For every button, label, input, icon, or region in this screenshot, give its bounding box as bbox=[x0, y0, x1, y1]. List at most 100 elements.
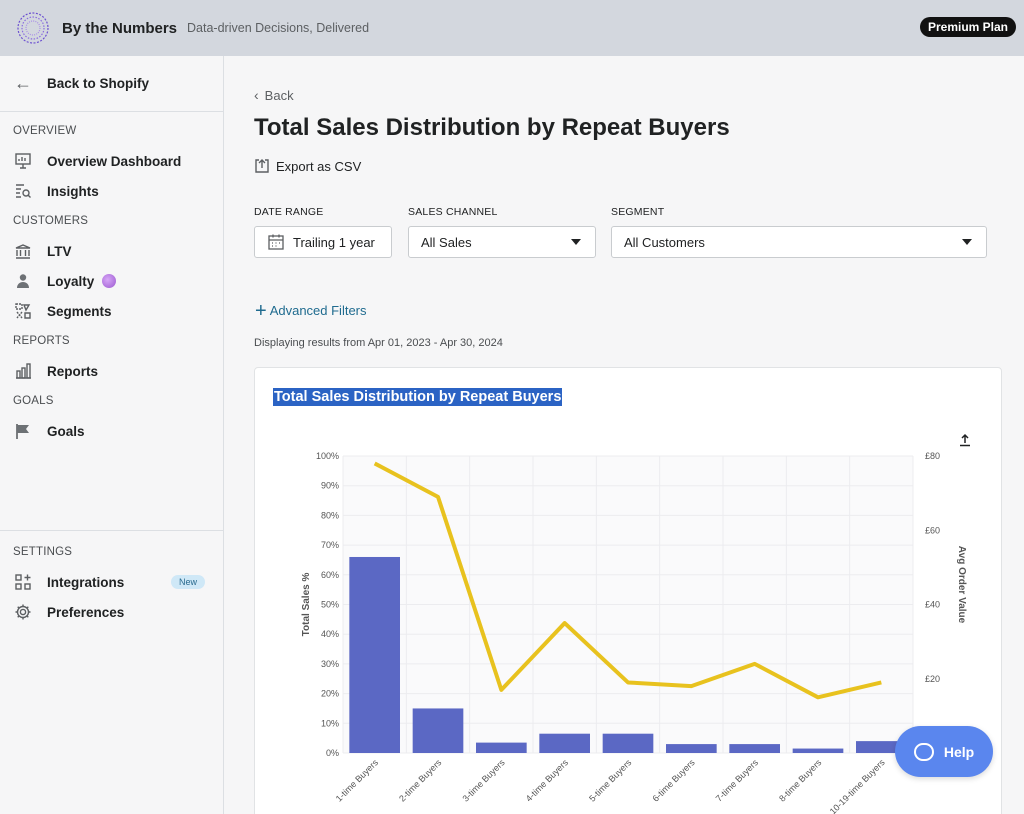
segment-select[interactable]: All Customers bbox=[611, 226, 987, 258]
y-tick-label: 0% bbox=[326, 748, 339, 758]
y-tick-label: 60% bbox=[321, 570, 339, 580]
export-csv-label: Export as CSV bbox=[276, 158, 362, 174]
export-icon bbox=[255, 159, 269, 173]
settings-block: SETTINGS Integrations New Preferences bbox=[0, 530, 223, 627]
y-tick-label: 80% bbox=[321, 510, 339, 520]
back-to-shopify-label: Back to Shopify bbox=[47, 76, 150, 91]
top-bar: By the Numbers Data-driven Decisions, De… bbox=[0, 0, 1024, 56]
y-tick-label: 40% bbox=[321, 629, 339, 639]
y-tick-label: 90% bbox=[321, 481, 339, 491]
gear-icon bbox=[13, 602, 33, 622]
help-button[interactable]: Help bbox=[895, 726, 993, 777]
segment-label: SEGMENT bbox=[611, 206, 665, 218]
x-tick-label: 8-time Buyers bbox=[777, 757, 824, 804]
plan-badge[interactable]: Premium Plan bbox=[919, 17, 1016, 37]
bar bbox=[539, 733, 590, 753]
calendar-icon bbox=[268, 234, 284, 250]
brand-name: By the Numbers bbox=[62, 19, 178, 37]
section-label-customers: CUSTOMERS bbox=[13, 215, 89, 227]
sales-channel-select[interactable]: All Sales bbox=[408, 226, 596, 258]
chart-export-button[interactable] bbox=[958, 433, 972, 452]
y2-axis-title: Avg Order Value bbox=[956, 546, 967, 624]
x-tick-label: 1-time Buyers bbox=[334, 757, 381, 804]
y-tick-label: 50% bbox=[321, 600, 339, 610]
date-range-value: Trailing 1 year bbox=[293, 234, 375, 250]
advanced-filters-link[interactable]: + Advanced Filters bbox=[255, 299, 367, 322]
y2-tick-label: £80 bbox=[925, 451, 940, 461]
insights-search-icon bbox=[13, 181, 33, 201]
caret-down-icon bbox=[962, 239, 972, 245]
back-link-label: Back bbox=[264, 87, 294, 103]
sales-channel-label: SALES CHANNEL bbox=[408, 206, 498, 218]
arrow-left-icon: ← bbox=[14, 73, 32, 93]
combo-chart: 0% 10% 20% 30% 40% 50% 60% 70% 80% 90% 100% £20 £40 £… bbox=[301, 451, 967, 814]
bar-chart-icon bbox=[13, 361, 33, 381]
sidebar-item-label: Loyalty bbox=[47, 273, 95, 289]
apps-plus-icon bbox=[13, 572, 33, 592]
sales-channel-value: All Sales bbox=[421, 234, 472, 250]
date-range-label: DATE RANGE bbox=[254, 206, 324, 218]
sidebar-item-preferences[interactable]: Preferences bbox=[0, 597, 223, 627]
chart-card: Total Sales Distribution by Repeat Buyer… bbox=[254, 367, 1002, 814]
y2-tick-label: £60 bbox=[925, 525, 940, 535]
chevron-left-icon: ‹ bbox=[254, 87, 259, 103]
y2-tick-label: £40 bbox=[925, 600, 940, 610]
sidebar-item-label: Segments bbox=[47, 303, 112, 319]
bank-icon bbox=[13, 241, 33, 261]
export-csv-button[interactable]: Export as CSV bbox=[254, 158, 361, 174]
new-badge: New bbox=[170, 575, 205, 589]
section-label-reports: REPORTS bbox=[13, 335, 70, 347]
x-tick-label: 6-time Buyers bbox=[650, 757, 697, 804]
y-tick-label: 30% bbox=[321, 659, 339, 669]
sidebar-item-loyalty[interactable]: Loyalty bbox=[0, 266, 223, 296]
bar bbox=[349, 556, 400, 753]
sparkle-icon bbox=[102, 274, 117, 288]
caret-down-icon bbox=[571, 239, 581, 245]
sidebar-item-overview-dashboard[interactable]: Overview Dashboard bbox=[0, 146, 223, 176]
sidebar-item-segments[interactable]: Segments bbox=[0, 296, 223, 326]
bar bbox=[729, 744, 780, 753]
advanced-filters-label: Advanced Filters bbox=[269, 303, 367, 318]
y-axis-title: Total Sales % bbox=[301, 573, 312, 637]
sidebar-item-integrations[interactable]: Integrations New bbox=[0, 567, 223, 597]
y-tick-label: 100% bbox=[316, 451, 339, 461]
sidebar-item-label: Goals bbox=[47, 423, 85, 439]
section-label-overview: OVERVIEW bbox=[13, 125, 77, 137]
y-tick-label: 10% bbox=[321, 718, 339, 728]
sidebar-item-label: LTV bbox=[47, 243, 72, 259]
presentation-chart-icon bbox=[13, 151, 33, 171]
help-label: Help bbox=[943, 743, 975, 760]
segments-icon bbox=[13, 301, 33, 321]
bar bbox=[602, 733, 654, 753]
sidebar-item-ltv[interactable]: LTV bbox=[0, 236, 223, 266]
y-tick-label: 70% bbox=[321, 540, 339, 550]
person-icon bbox=[13, 271, 33, 291]
plus-icon: + bbox=[255, 299, 267, 322]
sidebar-item-label: Insights bbox=[47, 183, 99, 199]
bar bbox=[666, 744, 717, 753]
main-content: ‹ Back Total Sales Distribution by Repea… bbox=[224, 56, 1024, 814]
upload-icon bbox=[960, 433, 970, 447]
bar bbox=[792, 748, 844, 753]
sidebar-item-insights[interactable]: Insights bbox=[0, 176, 223, 206]
brand-tagline: Data-driven Decisions, Delivered bbox=[187, 21, 370, 35]
sidebar-item-goals[interactable]: Goals bbox=[0, 416, 223, 446]
sidebar-item-reports[interactable]: Reports bbox=[0, 356, 223, 386]
back-link[interactable]: ‹ Back bbox=[254, 87, 294, 103]
back-to-shopify-link[interactable]: ← Back to Shopify bbox=[0, 56, 223, 112]
y-tick-label: 20% bbox=[321, 689, 339, 699]
x-tick-label: 2-time Buyers bbox=[397, 757, 444, 804]
section-label-settings: SETTINGS bbox=[13, 546, 73, 558]
x-tick-label: 10-19-time Buyers bbox=[828, 757, 887, 814]
x-tick-label: 5-time Buyers bbox=[587, 757, 634, 804]
sidebar-item-label: Integrations bbox=[47, 574, 125, 590]
date-range-picker[interactable]: Trailing 1 year bbox=[254, 226, 392, 258]
x-tick-label: 7-time Buyers bbox=[714, 757, 761, 804]
page-title: Total Sales Distribution by Repeat Buyer… bbox=[254, 114, 730, 141]
avg-order-value-line bbox=[373, 461, 882, 700]
section-label-goals: GOALS bbox=[13, 395, 54, 407]
logo-icon bbox=[16, 11, 50, 45]
sidebar: ← Back to Shopify OVERVIEW Overview Dash… bbox=[0, 56, 224, 814]
sidebar-item-label: Reports bbox=[47, 363, 99, 379]
date-range-summary: Displaying results from Apr 01, 2023 - A… bbox=[254, 337, 503, 349]
